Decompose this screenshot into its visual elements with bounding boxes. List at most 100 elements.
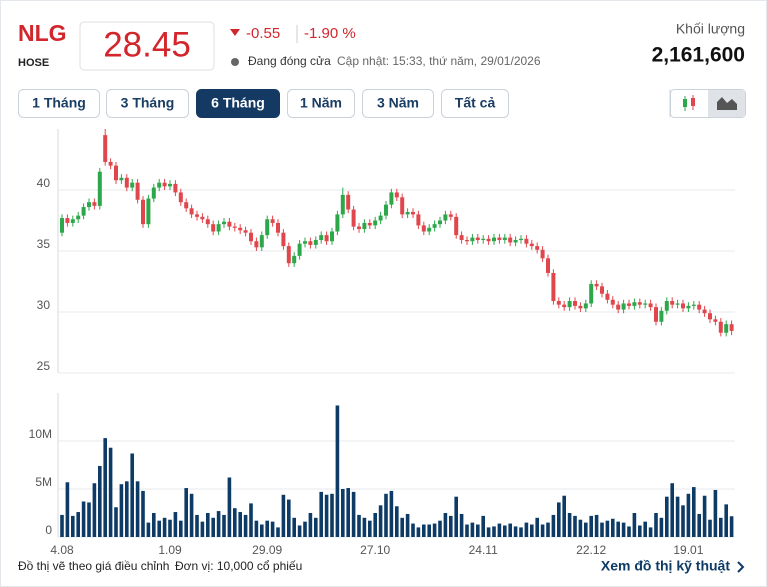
candle-body <box>632 302 637 306</box>
tabs: 1 Tháng 3 Tháng 6 Tháng 1 Năm 3 Năm Tất cả <box>18 89 509 118</box>
candle-body <box>713 319 718 322</box>
technical-link[interactable]: Xem đồ thị kỹ thuật <box>601 558 730 574</box>
volume-bar <box>719 517 723 537</box>
chevron[interactable] <box>737 561 745 573</box>
tab-button[interactable] <box>441 89 509 118</box>
candle-body <box>400 197 405 215</box>
volume-bar <box>200 521 205 537</box>
candle-body <box>556 301 561 305</box>
candle-body <box>697 304 702 310</box>
volume-bar <box>400 517 404 537</box>
status-dot <box>231 58 239 66</box>
candle-body <box>594 283 599 287</box>
volume-bar <box>71 515 75 537</box>
updated: Cập nhật: 15:33, thứ năm, 29/01/2026 <box>337 54 541 68</box>
candle-body <box>443 214 448 221</box>
volume-bar <box>611 518 615 537</box>
candle-body <box>551 272 556 302</box>
volume-bar <box>157 520 161 537</box>
candle-body <box>648 303 653 308</box>
tab-button[interactable] <box>18 89 100 118</box>
tab-button[interactable] <box>362 89 434 118</box>
candle-body <box>562 304 567 308</box>
candle-icon[interactable] <box>683 99 687 107</box>
volume-bar <box>168 519 172 537</box>
volume-bar <box>422 524 426 537</box>
candle-body <box>130 182 135 188</box>
candle-body <box>681 303 685 309</box>
volume-bar <box>308 513 313 537</box>
candle-body <box>265 219 270 236</box>
tab-label[interactable]: 3 Năm <box>377 95 419 111</box>
volume-bar <box>546 522 550 537</box>
volume-bar <box>616 521 620 537</box>
candle-body <box>643 303 648 305</box>
candle-body <box>670 301 675 305</box>
volume-bar <box>135 481 140 537</box>
volume-bar <box>530 524 534 537</box>
candle-body <box>691 304 696 306</box>
volume-bar <box>351 491 356 537</box>
volume-bar <box>411 523 415 537</box>
candle-body <box>184 202 189 209</box>
candle-body <box>195 214 199 217</box>
volume-bar <box>92 483 97 537</box>
tab-label[interactable]: Tất cả <box>455 95 496 111</box>
candle-body <box>459 235 464 241</box>
tab-button[interactable] <box>287 89 355 118</box>
tab-label[interactable]: 6 Tháng <box>211 95 265 111</box>
volume-bar <box>184 488 188 537</box>
tab-label[interactable]: 1 Tháng <box>32 95 86 111</box>
candle-body <box>524 238 529 244</box>
tab-label[interactable]: 3 Tháng <box>121 95 175 111</box>
volume-bar <box>276 527 280 537</box>
x-tick-label: 22.12 <box>576 543 606 557</box>
candle-body <box>724 324 729 333</box>
volume-bar <box>243 514 248 537</box>
candle-body <box>276 222 280 233</box>
change: -0.55 <box>246 25 280 42</box>
volume-bar <box>713 489 718 537</box>
x-tick-label: 24.11 <box>469 543 498 557</box>
volume-bar <box>368 520 372 537</box>
candle-icon[interactable] <box>691 98 695 106</box>
change-pct: -1.90 % <box>304 25 356 42</box>
candle-body <box>238 227 243 231</box>
y-tick-label: 0 <box>45 523 52 537</box>
candle-body <box>76 215 81 220</box>
area-icon[interactable] <box>717 97 737 110</box>
volume-bar <box>697 513 701 537</box>
volume-bar <box>578 519 583 537</box>
candle-body <box>492 237 496 242</box>
volume-bar <box>303 521 307 537</box>
volume-bar <box>173 512 178 537</box>
tab-button[interactable] <box>196 89 280 118</box>
volume-bar <box>114 507 118 537</box>
candle-body <box>324 235 329 242</box>
candle-body <box>297 243 302 256</box>
candle-body <box>465 240 469 242</box>
candle-body <box>141 199 145 225</box>
candle-body <box>567 301 572 308</box>
candle-body <box>81 207 86 216</box>
volume-bar <box>692 487 696 537</box>
volume-bar <box>211 517 215 537</box>
candle-body <box>486 238 491 242</box>
candle-body <box>438 220 442 225</box>
volume-bar <box>297 525 302 537</box>
tab-button[interactable] <box>106 89 189 118</box>
tab-label[interactable]: 1 Năm <box>300 95 342 111</box>
volume-bar <box>562 495 566 537</box>
footer-unit: Đơn vị: 10,000 cổ phiếu <box>175 559 302 573</box>
volume-bar <box>389 490 394 537</box>
candle-body <box>448 214 453 217</box>
candle-body <box>535 246 540 250</box>
volume-bar <box>330 493 334 537</box>
volume-bar <box>270 521 275 537</box>
volume-bar <box>103 438 107 537</box>
candle-body <box>708 313 712 320</box>
candle-body <box>616 304 621 310</box>
volume-bar <box>146 522 151 537</box>
candle-body <box>405 211 410 215</box>
volume-bar <box>141 490 145 537</box>
